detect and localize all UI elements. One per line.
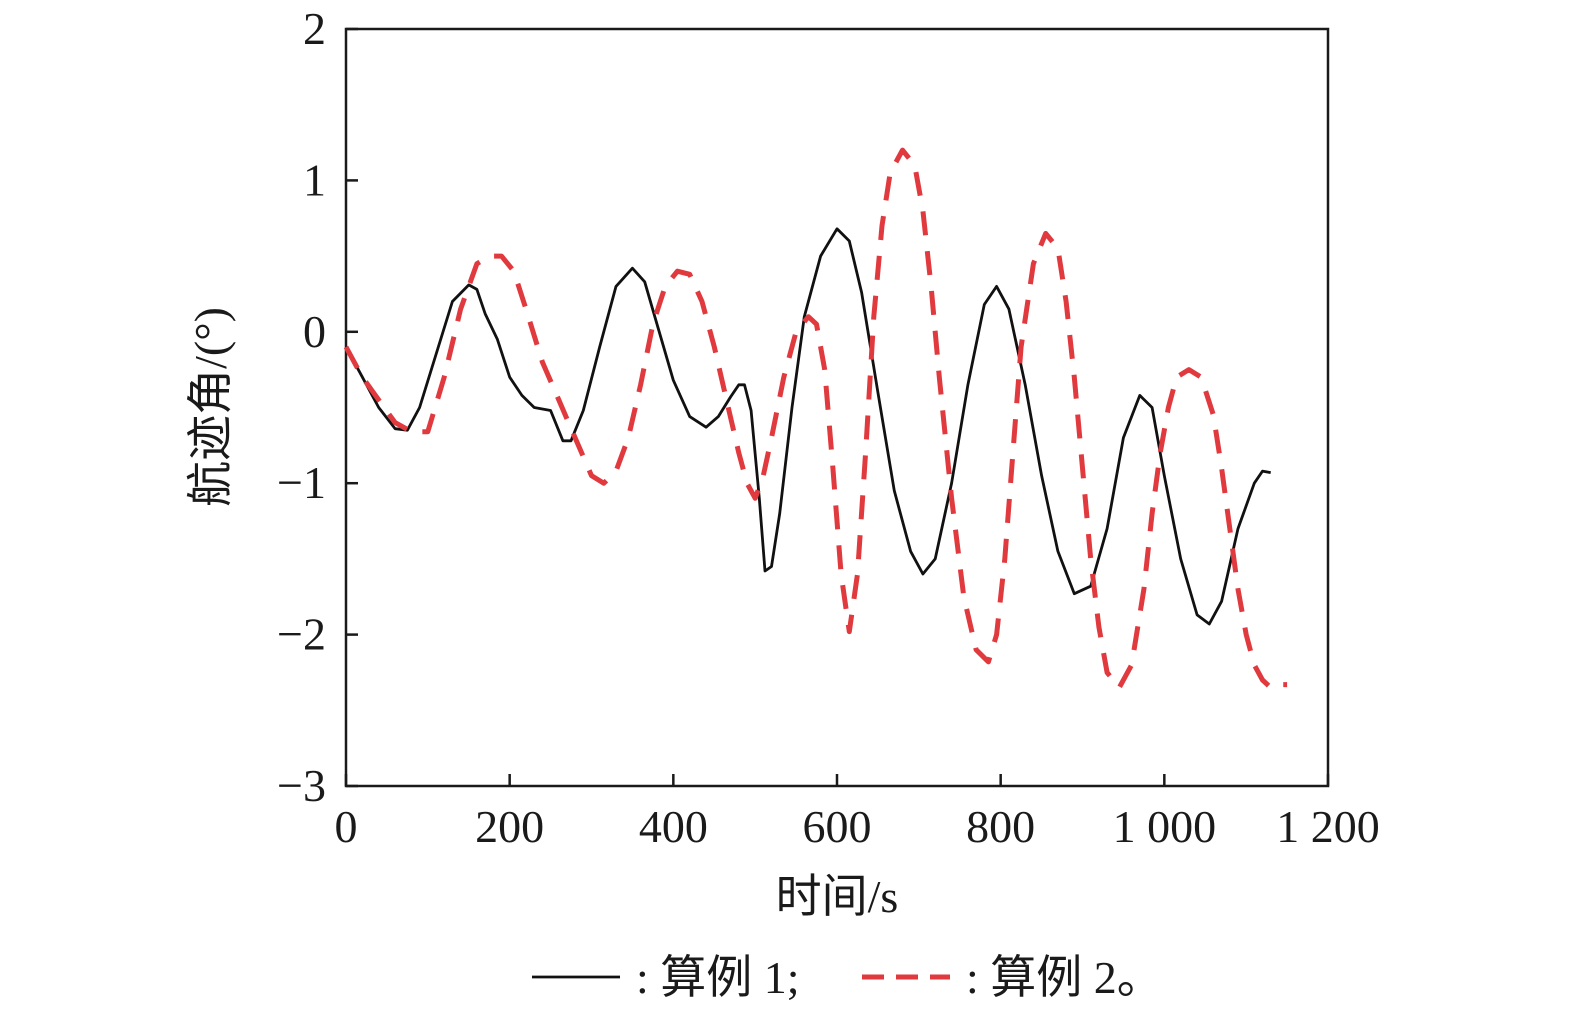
x-tick-label: 1 200 bbox=[1276, 801, 1380, 852]
y-tick-label: −1 bbox=[277, 457, 326, 508]
x-axis-label: 时间/s bbox=[776, 871, 899, 922]
y-axis-ticks: 2 1 0 −1 −2 −3 bbox=[277, 3, 358, 811]
y-tick-label: 0 bbox=[303, 306, 326, 357]
series-line-1 bbox=[344, 227, 1271, 626]
x-axis-ticks: 0 200 400 600 800 1 000 1 200 bbox=[335, 774, 1380, 852]
legend-label-2: : 算例 2。 bbox=[966, 952, 1163, 1003]
y-tick-label: −3 bbox=[277, 760, 326, 811]
legend-label-1: : 算例 1; bbox=[636, 952, 800, 1003]
series-layer bbox=[343, 147, 1288, 691]
plot-frame bbox=[344, 27, 1330, 788]
legend: : 算例 1; : 算例 2。 bbox=[532, 952, 1163, 1003]
x-tick-label: 800 bbox=[966, 801, 1035, 852]
y-tick-label: 1 bbox=[303, 154, 326, 205]
y-tick-label: −2 bbox=[277, 609, 326, 660]
x-tick-label: 0 bbox=[335, 801, 358, 852]
series-line-2 bbox=[343, 147, 1288, 691]
y-tick-label: 2 bbox=[303, 3, 326, 54]
x-tick-label: 400 bbox=[639, 801, 708, 852]
x-tick-label: 1 000 bbox=[1113, 801, 1217, 852]
x-tick-label: 600 bbox=[803, 801, 872, 852]
y-axis-label: 航迹角/(°) bbox=[185, 307, 236, 507]
x-tick-label: 200 bbox=[475, 801, 544, 852]
